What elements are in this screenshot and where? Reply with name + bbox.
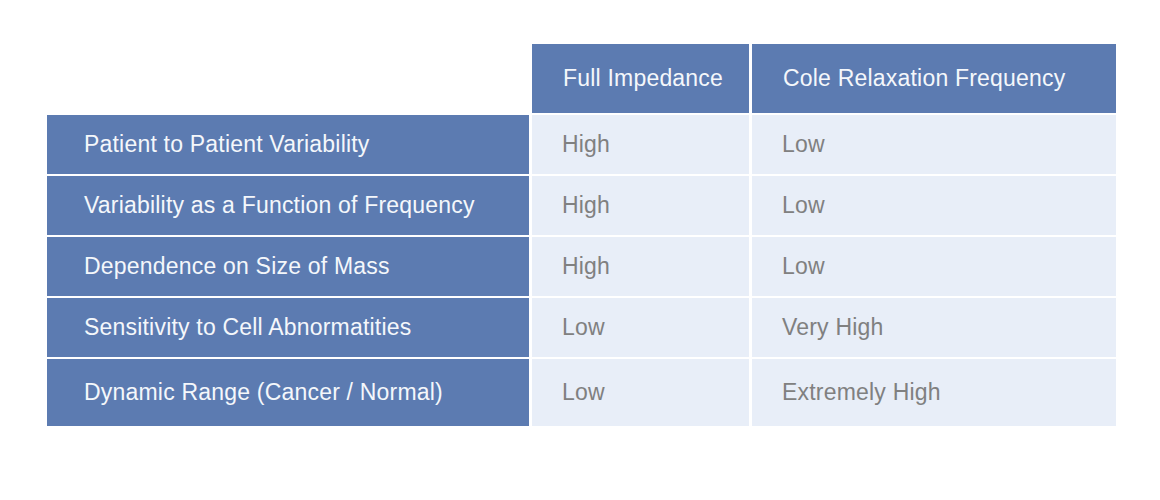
table-cell: Low — [752, 115, 1116, 174]
row-header-variability-frequency: Variability as a Function of Frequency — [47, 176, 529, 235]
column-header-cole-relaxation-frequency: Cole Relaxation Frequency — [752, 44, 1116, 113]
row-header-dynamic-range: Dynamic Range (Cancer / Normal) — [47, 359, 529, 426]
comparison-table: Full Impedance Cole Relaxation Frequency… — [47, 44, 1116, 426]
slide-canvas: Full Impedance Cole Relaxation Frequency… — [0, 0, 1160, 500]
cell-value: Extremely High — [782, 379, 941, 406]
table-cell: Extremely High — [752, 359, 1116, 426]
cell-value: Low — [562, 314, 605, 341]
row-header-label: Sensitivity to Cell Abnormatities — [84, 314, 411, 341]
table-corner-empty-cell — [47, 44, 529, 113]
row-header-dependence-size-mass: Dependence on Size of Mass — [47, 237, 529, 296]
cell-value: Low — [782, 253, 825, 280]
table-cell: Very High — [752, 298, 1116, 357]
row-header-label: Dynamic Range (Cancer / Normal) — [84, 379, 443, 406]
table-cell: High — [532, 115, 749, 174]
row-header-label: Variability as a Function of Frequency — [84, 192, 475, 219]
row-header-label: Dependence on Size of Mass — [84, 253, 390, 280]
cell-value: High — [562, 253, 610, 280]
row-header-patient-variability: Patient to Patient Variability — [47, 115, 529, 174]
column-header-label: Cole Relaxation Frequency — [783, 65, 1065, 92]
cell-value: Low — [562, 379, 605, 406]
column-header-label: Full Impedance — [563, 65, 723, 92]
table-cell: Low — [532, 359, 749, 426]
cell-value: High — [562, 192, 610, 219]
cell-value: Very High — [782, 314, 884, 341]
table-cell: Low — [752, 176, 1116, 235]
table-cell: High — [532, 237, 749, 296]
row-header-label: Patient to Patient Variability — [84, 131, 370, 158]
cell-value: Low — [782, 131, 825, 158]
table-cell: Low — [752, 237, 1116, 296]
cell-value: Low — [782, 192, 825, 219]
column-header-full-impedance: Full Impedance — [532, 44, 749, 113]
table-cell: High — [532, 176, 749, 235]
row-header-sensitivity-cell-abnormatities: Sensitivity to Cell Abnormatities — [47, 298, 529, 357]
table-cell: Low — [532, 298, 749, 357]
cell-value: High — [562, 131, 610, 158]
